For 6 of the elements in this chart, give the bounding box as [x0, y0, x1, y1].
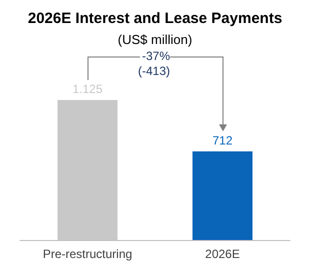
- chart-title: 2026E Interest and Lease Payments: [28, 10, 282, 27]
- text: -37% (-413): [138, 49, 172, 78]
- x-tick-label: Pre-restructuring: [42, 247, 132, 261]
- x-tick-label: 2026E: [205, 247, 240, 261]
- chart-subtitle: (US$ million): [118, 32, 192, 47]
- data-label: 712: [212, 133, 233, 148]
